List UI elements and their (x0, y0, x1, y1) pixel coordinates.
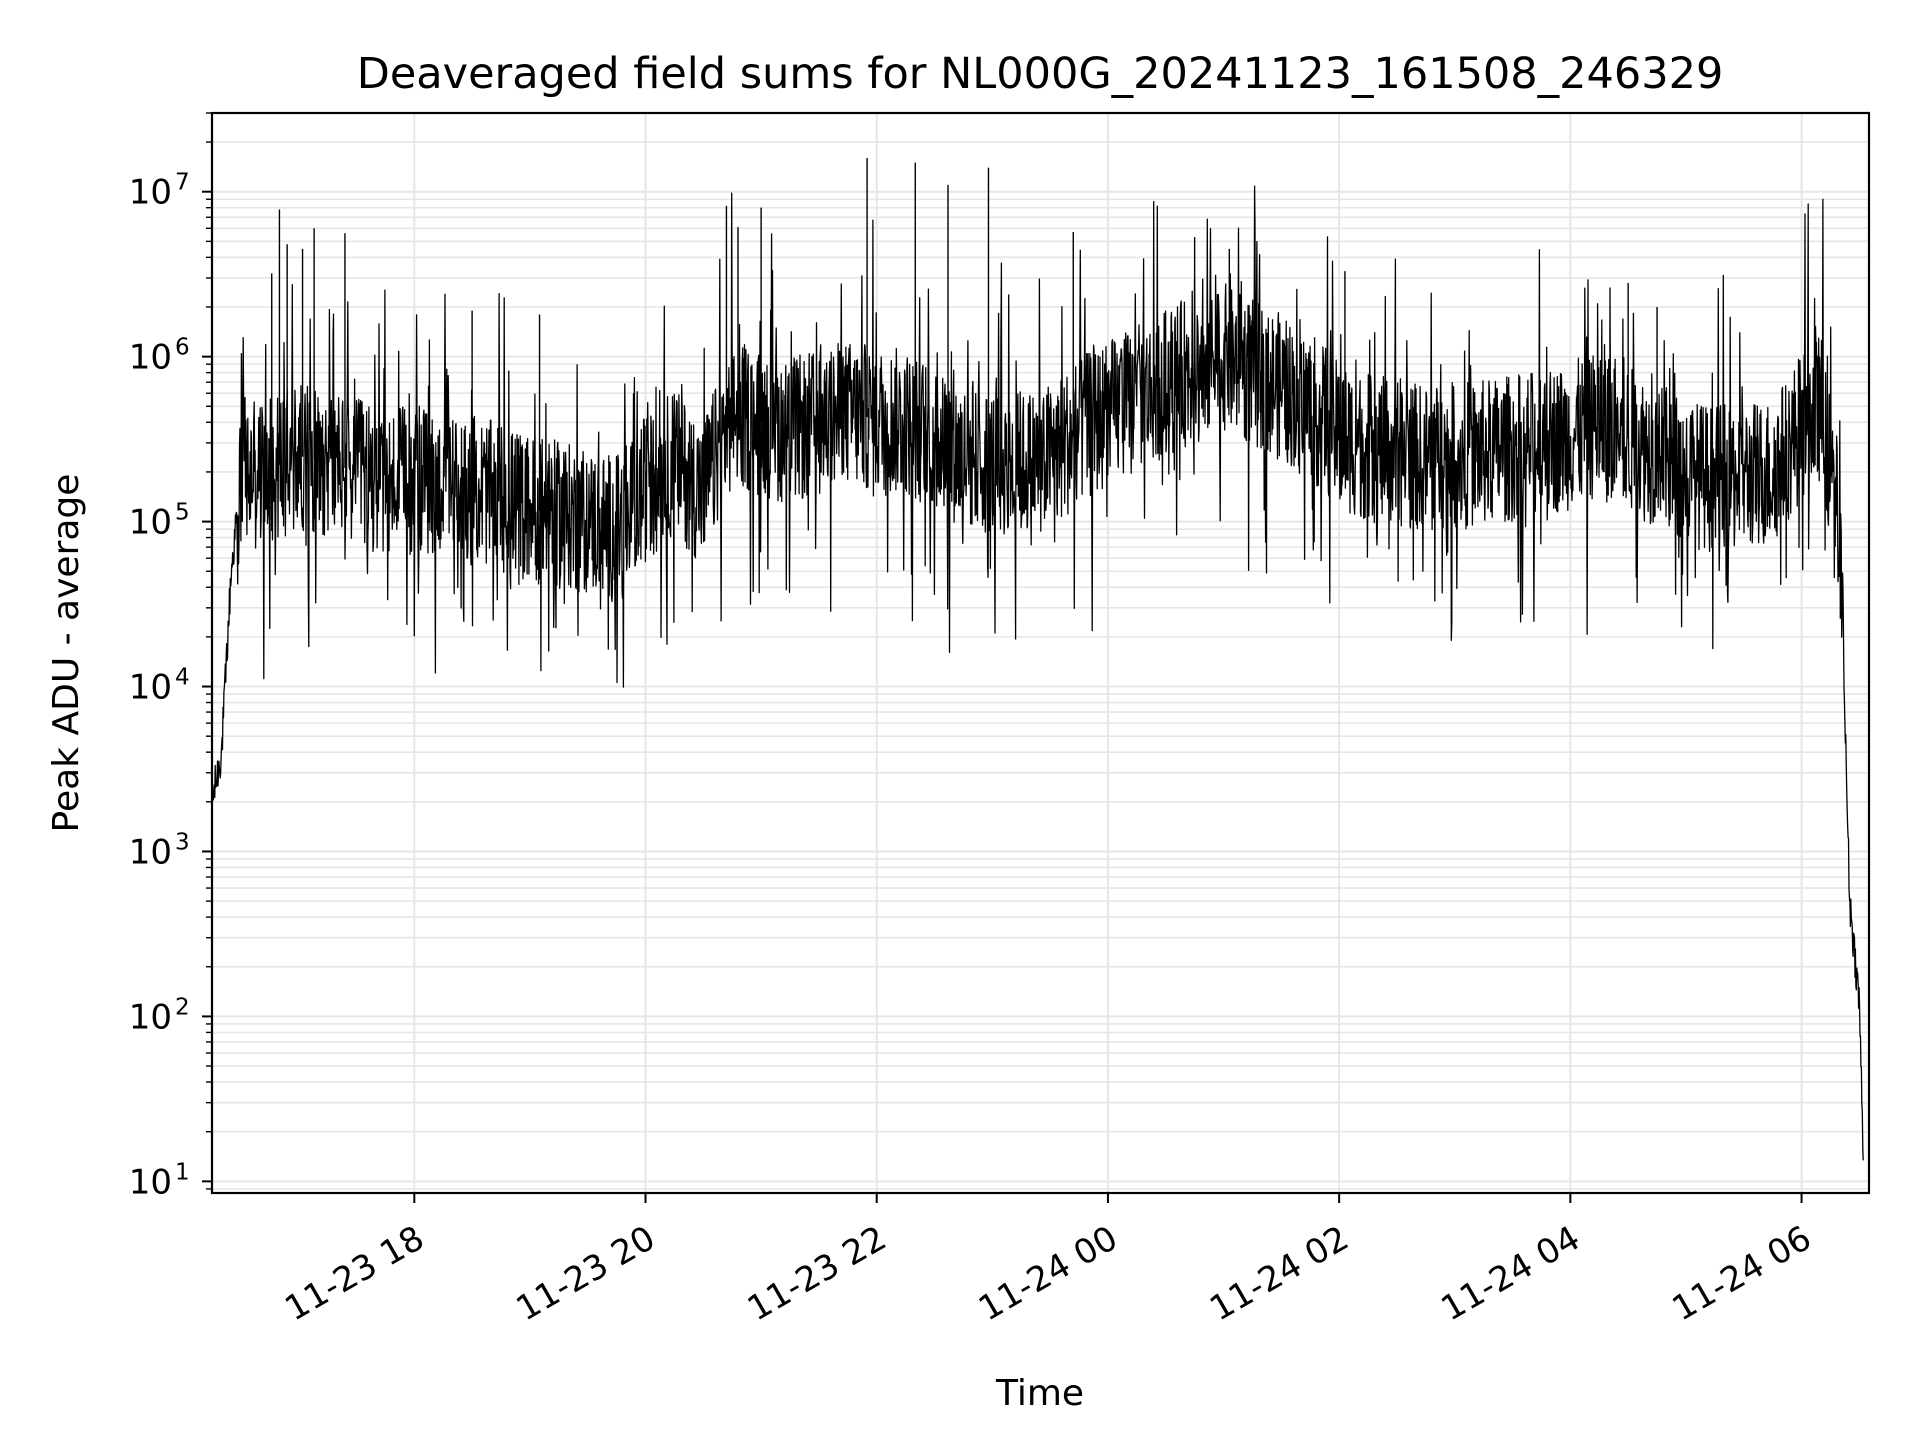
y-tick-exponent: 5 (175, 500, 190, 526)
plot-frame (210, 111, 1871, 1195)
y-tick-base: 10 (129, 1162, 172, 1202)
y-tick-label: 10 7 (129, 170, 190, 213)
x-axis-label: Time (995, 1373, 1084, 1414)
y-tick-label: 10 2 (129, 994, 190, 1037)
y-tick-label: 10 3 (129, 829, 190, 872)
y-tick-base: 10 (129, 997, 172, 1037)
y-tick-base: 10 (129, 503, 172, 543)
chart-title: Deaveraged field sums for NL000G_2024112… (357, 49, 1724, 99)
y-tick-label: 10 6 (129, 335, 190, 378)
y-tick-label: 10 5 (129, 500, 190, 543)
y-tick-base: 10 (129, 338, 172, 378)
y-tick-exponent: 2 (175, 994, 190, 1020)
y-tick-base: 10 (129, 668, 172, 708)
y-tick-label: 10 4 (129, 665, 190, 708)
y-tick-exponent: 1 (175, 1159, 190, 1185)
y-tick-label: 10 1 (129, 1159, 190, 1202)
series-line (211, 185, 1864, 1161)
y-axis-label: Peak ADU - average (46, 474, 87, 833)
y-tick-base: 10 (129, 173, 172, 213)
y-tick-base: 10 (129, 832, 172, 872)
y-tick-exponent: 7 (175, 170, 190, 196)
y-tick-exponent: 6 (175, 335, 190, 361)
data-area (211, 158, 1864, 1161)
y-tick-exponent: 3 (175, 829, 190, 855)
y-tick-exponent: 4 (175, 665, 190, 691)
